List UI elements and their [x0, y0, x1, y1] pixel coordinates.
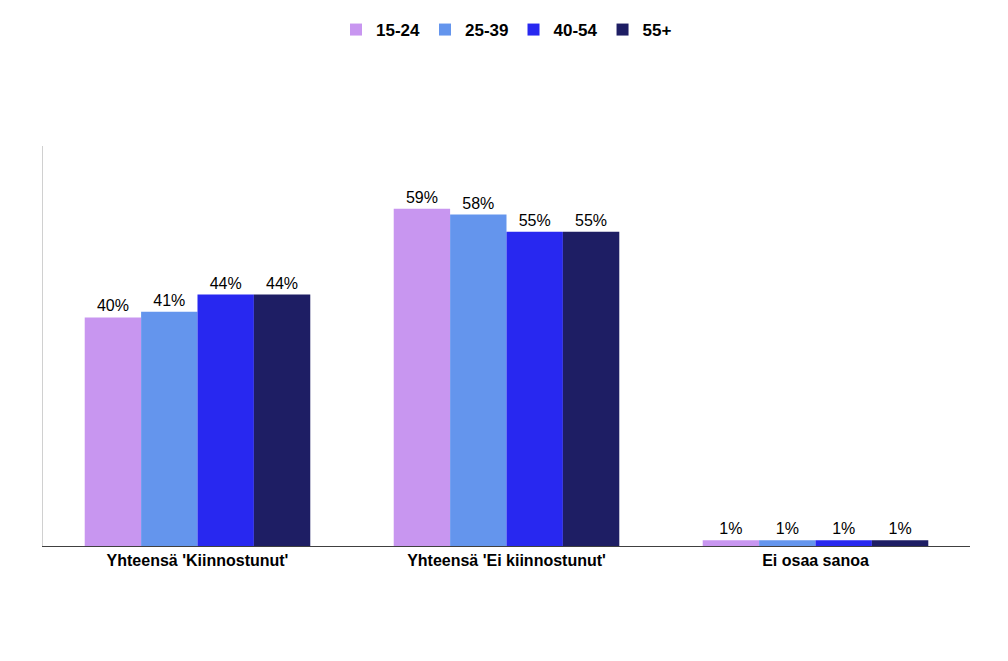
svg-text:59%: 59%: [406, 189, 438, 206]
svg-text:1%: 1%: [832, 520, 855, 537]
svg-text:44%: 44%: [210, 275, 242, 292]
svg-text:55%: 55%: [575, 212, 607, 229]
svg-text:15-24: 15-24: [376, 21, 420, 40]
svg-text:41%: 41%: [153, 292, 185, 309]
svg-text:1%: 1%: [719, 520, 742, 537]
svg-text:40-54: 40-54: [554, 21, 598, 40]
svg-text:25-39: 25-39: [465, 21, 508, 40]
svg-text:Ei osaa sanoa: Ei osaa sanoa: [762, 552, 869, 569]
svg-text:Yhteensä 'Kiinnostunut': Yhteensä 'Kiinnostunut': [107, 552, 289, 569]
svg-text:58%: 58%: [462, 195, 494, 212]
svg-text:40%: 40%: [97, 297, 129, 314]
svg-text:1%: 1%: [776, 520, 799, 537]
svg-text:55%: 55%: [519, 212, 551, 229]
svg-text:1%: 1%: [889, 520, 912, 537]
svg-text:55+: 55+: [643, 21, 672, 40]
svg-text:Yhteensä 'Ei kiinnostunut': Yhteensä 'Ei kiinnostunut': [407, 552, 606, 569]
svg-text:44%: 44%: [266, 275, 298, 292]
